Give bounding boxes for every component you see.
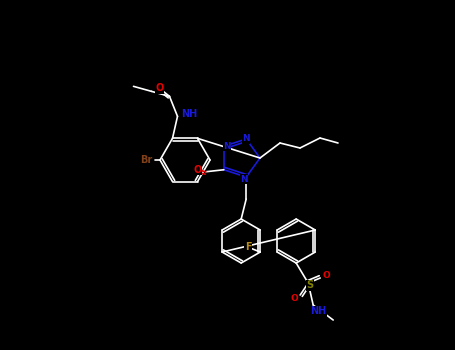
Text: N: N <box>223 142 231 151</box>
Text: N: N <box>243 134 250 144</box>
Text: N: N <box>240 175 248 183</box>
Text: O: O <box>290 294 298 302</box>
Text: O: O <box>322 271 330 280</box>
Text: NH: NH <box>310 306 326 316</box>
Text: NH: NH <box>182 109 197 119</box>
Text: O: O <box>155 83 164 93</box>
Text: Br: Br <box>140 155 152 165</box>
Text: F: F <box>245 242 252 252</box>
Text: O: O <box>194 165 202 175</box>
Text: S: S <box>307 280 314 290</box>
